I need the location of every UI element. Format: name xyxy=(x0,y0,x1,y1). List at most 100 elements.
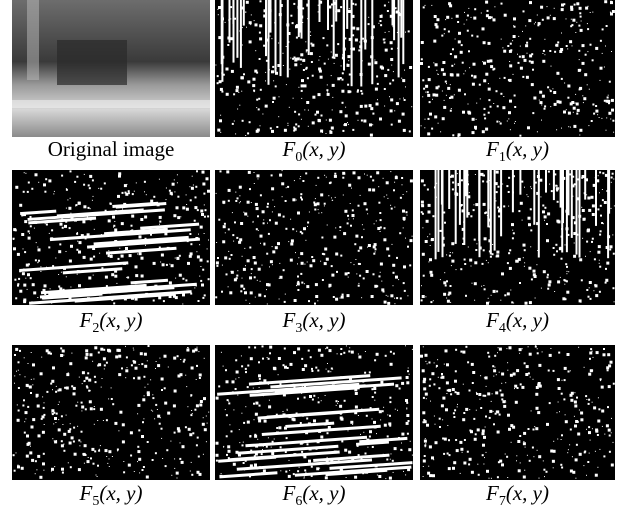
speckle xyxy=(55,257,57,259)
speckle xyxy=(498,347,502,351)
speckle xyxy=(358,355,362,359)
streak xyxy=(552,170,555,201)
speckle xyxy=(482,202,486,206)
speckle xyxy=(606,117,608,119)
speckle xyxy=(525,75,529,79)
speckle xyxy=(325,348,327,350)
speckle xyxy=(373,420,376,424)
speckle xyxy=(509,61,511,62)
speckle xyxy=(322,37,325,40)
speckle xyxy=(253,419,255,421)
speckle xyxy=(564,420,568,424)
speckle xyxy=(34,460,37,463)
speckle xyxy=(424,127,426,129)
speckle xyxy=(607,428,611,432)
speckle xyxy=(157,364,161,368)
speckle xyxy=(238,377,240,379)
streak xyxy=(511,170,514,213)
speckle xyxy=(30,425,34,429)
speckle xyxy=(521,55,525,59)
speckle xyxy=(227,44,230,46)
speckle xyxy=(254,23,258,27)
speckle xyxy=(317,11,319,13)
speckle xyxy=(528,459,531,462)
speckle xyxy=(432,474,435,478)
speckle xyxy=(164,465,167,468)
speckle xyxy=(489,59,493,63)
caption-subscript: 6 xyxy=(295,494,302,509)
speckle xyxy=(266,205,269,208)
speckle xyxy=(420,62,423,65)
speckle xyxy=(595,429,599,433)
speckle xyxy=(512,425,516,429)
speckle xyxy=(431,456,434,460)
speckle xyxy=(446,363,449,367)
speckle xyxy=(23,172,25,174)
streak xyxy=(400,0,403,38)
speckle xyxy=(314,283,318,287)
speckle xyxy=(589,439,591,441)
speckle xyxy=(357,204,360,207)
speckle xyxy=(45,178,48,181)
speckle xyxy=(51,409,55,413)
speckle xyxy=(344,114,348,118)
speckle xyxy=(492,365,495,368)
speckle xyxy=(442,72,446,76)
speckle xyxy=(129,431,133,435)
speckle xyxy=(376,474,378,476)
speckle xyxy=(134,265,138,269)
speckle xyxy=(315,295,319,298)
speckle xyxy=(238,92,240,93)
speckle xyxy=(68,297,72,301)
speckle xyxy=(348,73,351,76)
speckle xyxy=(530,83,534,87)
speckle xyxy=(51,413,54,416)
speckle xyxy=(578,49,581,52)
speckle xyxy=(137,461,138,463)
speckle xyxy=(585,178,588,182)
speckle xyxy=(62,424,64,425)
speckle xyxy=(396,32,398,33)
speckle xyxy=(344,272,348,276)
speckle xyxy=(120,222,124,226)
speckle xyxy=(386,194,388,196)
speckle xyxy=(43,469,45,471)
speckle xyxy=(164,232,168,236)
speckle xyxy=(288,459,290,461)
speckle xyxy=(482,443,485,447)
speckle xyxy=(592,11,594,13)
speckle xyxy=(55,385,57,387)
speckle xyxy=(15,297,18,300)
speckle xyxy=(53,193,55,195)
speckle xyxy=(48,246,51,249)
speckle xyxy=(144,237,147,240)
caption-subscript: 0 xyxy=(295,150,302,165)
speckle xyxy=(189,199,192,202)
speckle xyxy=(399,232,402,235)
speckle xyxy=(325,133,327,134)
speckle xyxy=(239,238,243,242)
speckle xyxy=(475,203,479,207)
speckle xyxy=(357,89,359,92)
speckle xyxy=(513,25,516,28)
speckle xyxy=(190,366,194,370)
speckle xyxy=(425,91,427,93)
speckle xyxy=(304,263,306,265)
speckle xyxy=(301,198,303,201)
speckle xyxy=(464,11,465,13)
speckle xyxy=(224,409,226,411)
speckle xyxy=(250,24,252,26)
speckle xyxy=(440,404,444,408)
speckle xyxy=(565,263,568,266)
speckle xyxy=(506,292,510,296)
speckle xyxy=(326,346,329,349)
speckle xyxy=(292,228,295,231)
speckle xyxy=(140,218,144,221)
speckle xyxy=(567,449,569,451)
streak xyxy=(584,170,587,200)
speckle xyxy=(153,195,156,198)
speckle xyxy=(567,452,569,454)
speckle xyxy=(352,218,354,220)
speckle xyxy=(427,117,430,120)
speckle xyxy=(430,301,433,304)
